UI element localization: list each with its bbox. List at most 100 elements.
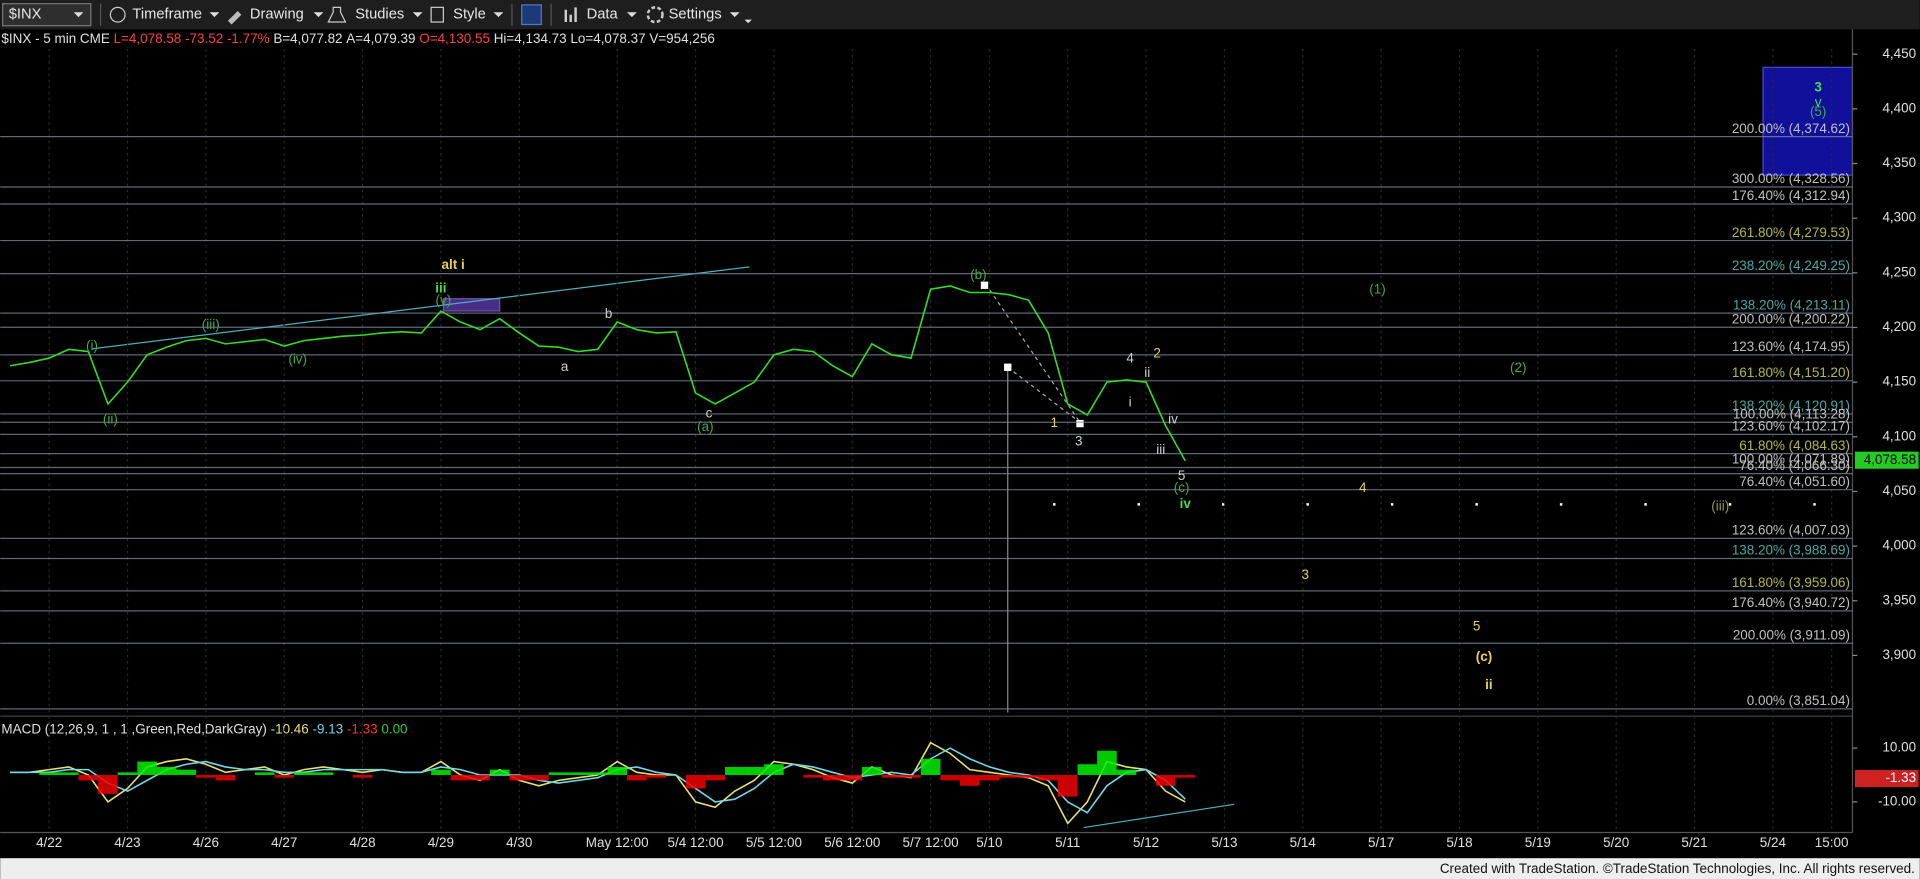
dropdown-arrow — [744, 19, 752, 24]
icon-pencil — [227, 11, 242, 25]
wave-label: alt i — [442, 257, 465, 272]
wave-label: 4 — [1126, 350, 1134, 365]
x-tick-label: 5/18 — [1446, 835, 1472, 850]
anchor — [1076, 419, 1084, 428]
histogram-bar — [724, 766, 745, 776]
histogram-bar — [1038, 775, 1058, 781]
x-tick-label: 5/17 — [1368, 835, 1394, 850]
histogram-bar — [1018, 775, 1039, 778]
icon-gear — [646, 6, 664, 24]
zero-value: 0.00 — [381, 721, 407, 736]
wave-label: c — [706, 405, 713, 420]
y-tick-label: 4,100 — [1882, 428, 1916, 443]
y-tick-label: 3,900 — [1882, 647, 1916, 662]
x-tick-label: 5/21 — [1681, 835, 1707, 850]
wave-label: 5 — [1178, 468, 1185, 483]
symbol-input[interactable]: $INX — [9, 7, 42, 23]
quote-symbol: $INX - 5 min CME — [1, 31, 109, 46]
level-label: 76.40% (4,051.60) — [1739, 474, 1850, 489]
histogram-bar — [98, 775, 118, 794]
histogram-bar — [509, 775, 530, 781]
toolbar-button[interactable]: Drawing — [250, 7, 304, 23]
wave-label: 3 — [1301, 567, 1308, 582]
wave-label: iv — [1180, 496, 1192, 511]
y-tick-label: 3,950 — [1882, 592, 1916, 607]
x-tick-label: 4/29 — [428, 835, 454, 850]
wave-label: (5) — [1810, 104, 1826, 119]
signal-value: -9.13 — [313, 721, 344, 736]
x-tick-label: 5/4 12:00 — [668, 835, 724, 850]
wave-label: b — [605, 306, 612, 321]
wave-label: (ii) — [103, 411, 118, 426]
histogram-bar — [999, 775, 1019, 778]
toolbar-button[interactable]: Data — [587, 7, 619, 23]
dropdown-arrow — [729, 12, 740, 18]
y-tick-label: 4,350 — [1882, 155, 1916, 170]
histogram-bar — [39, 772, 59, 776]
toolbar-button[interactable]: Studies — [355, 7, 404, 23]
level-label: 138.20% (4,120.91) — [1732, 398, 1850, 413]
histogram-bar — [176, 769, 197, 776]
icon-data — [564, 7, 577, 23]
trend-line — [91, 266, 750, 350]
wave-label: (c) — [1476, 649, 1492, 664]
y-tick-label: 4,200 — [1882, 319, 1916, 334]
x-tick-label: 4/27 — [271, 835, 297, 850]
wave-label: (v) — [436, 293, 452, 308]
histogram-bar — [685, 775, 706, 789]
toolbar-button[interactable]: Timeframe — [132, 7, 202, 23]
x-tick-label: 5/7 12:00 — [903, 835, 959, 850]
wave-label: v — [1815, 94, 1822, 109]
toolbar-button[interactable]: Settings — [669, 7, 722, 23]
anchor — [1004, 363, 1012, 371]
x-tick-label: 5/14 — [1290, 835, 1317, 850]
y-tick-label: 4,250 — [1882, 264, 1916, 279]
y-tick-label: 4,050 — [1882, 483, 1916, 498]
marks: 4/22 4/23 4/26 4/27 4/28 4/29 4/30 May 12:00 5/4… — [0, 29, 1919, 850]
quote-header: $INX - 5 min CME L=4,078.58 -73.52 -1.77… — [1, 31, 714, 46]
wave-label: 5 — [1473, 618, 1480, 633]
icon-layout[interactable] — [521, 4, 542, 26]
wave-label: (2) — [1510, 360, 1526, 375]
y-tick-label: -10.00 — [1878, 793, 1916, 808]
histogram-bar — [627, 775, 647, 781]
wave-label: (iii) — [1711, 498, 1729, 513]
histogram-bar — [842, 775, 863, 781]
quote-high: Hi=4,134.73 — [494, 31, 567, 46]
level-label: 200.00% (4,200.22) — [1732, 311, 1850, 326]
symbol-box[interactable] — [2, 3, 92, 27]
quote-volume: V=954,256 — [649, 31, 714, 46]
level-label: 123.60% (4,174.95) — [1732, 339, 1850, 354]
histogram-bar — [215, 775, 236, 781]
histogram-bar — [196, 775, 216, 778]
wave-label: ii — [1144, 365, 1150, 380]
y-tick-label: 4,400 — [1882, 100, 1916, 115]
icon-flask — [327, 6, 347, 23]
level-label: 123.60% (4,007.03) — [1732, 523, 1850, 538]
level-label: 123.60% (4,102.17) — [1732, 419, 1850, 434]
wave-label: 3 — [1075, 434, 1082, 449]
icon-clock — [109, 6, 126, 23]
level-label: 200.00% (4,374.62) — [1732, 121, 1850, 136]
histogram-bar — [705, 775, 725, 781]
dotted-line — [1007, 366, 1081, 423]
histogram-bar — [313, 772, 334, 776]
x-tick-label: 5/11 — [1055, 835, 1080, 850]
histogram-bar — [960, 775, 980, 786]
wave-label: 2 — [1153, 345, 1160, 360]
y-tick-label: 4,450 — [1882, 46, 1916, 61]
toolbar-button[interactable]: Style — [453, 7, 486, 23]
x-tick-label: 5/12 — [1133, 835, 1159, 850]
histogram-bar — [862, 766, 882, 776]
x-tick-label: 5/20 — [1603, 835, 1629, 850]
histogram-bar — [881, 775, 902, 778]
histogram-bar — [646, 775, 667, 778]
macd-badge — [1854, 770, 1919, 788]
histogram-bar — [920, 758, 941, 776]
histogram-bar — [254, 772, 275, 776]
histogram-bar — [803, 775, 823, 778]
target-box — [1762, 66, 1854, 176]
x-tick-label: 5/24 — [1760, 835, 1787, 850]
x-tick-label: 4/23 — [114, 835, 140, 850]
